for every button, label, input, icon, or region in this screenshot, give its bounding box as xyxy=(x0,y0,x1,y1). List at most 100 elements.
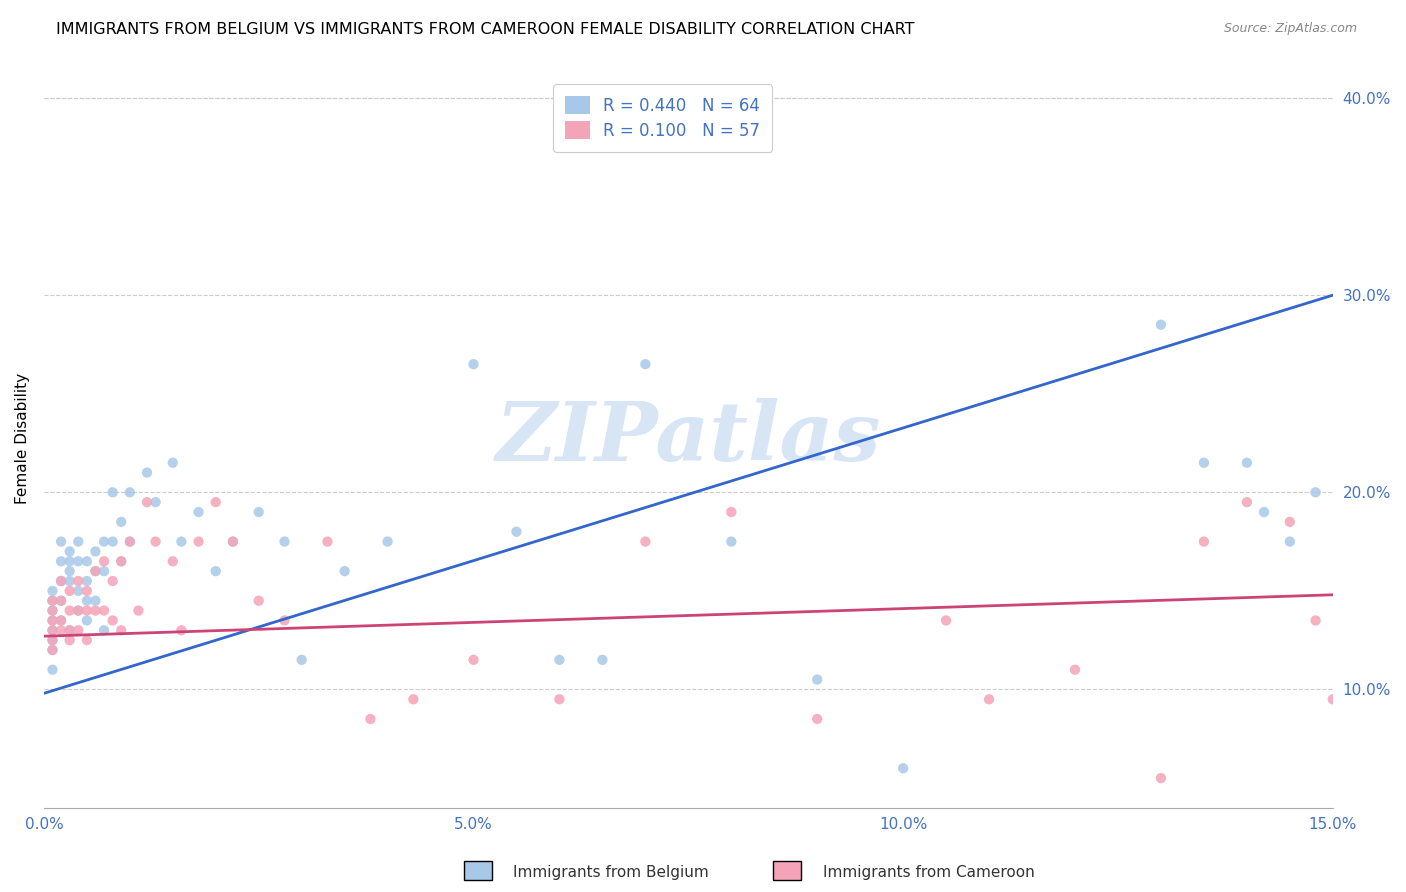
Point xyxy=(67,554,90,568)
Point xyxy=(59,624,82,638)
Point xyxy=(162,554,184,568)
Point xyxy=(273,534,295,549)
Point xyxy=(187,505,209,519)
Point xyxy=(49,614,72,628)
Point xyxy=(1150,771,1173,785)
Point xyxy=(93,554,115,568)
Point xyxy=(145,534,167,549)
Point xyxy=(101,534,124,549)
Point xyxy=(1236,456,1258,470)
Point xyxy=(222,534,245,549)
Point xyxy=(41,603,63,617)
Point xyxy=(505,524,527,539)
Point xyxy=(101,485,124,500)
Point xyxy=(49,593,72,607)
Point xyxy=(806,673,828,687)
Point xyxy=(720,534,742,549)
Point xyxy=(1278,534,1301,549)
Point xyxy=(76,554,98,568)
Point xyxy=(402,692,425,706)
Point xyxy=(110,515,132,529)
Point xyxy=(136,466,159,480)
Point xyxy=(273,614,295,628)
Point xyxy=(1278,515,1301,529)
Point xyxy=(84,603,107,617)
Point xyxy=(145,495,167,509)
Point xyxy=(59,564,82,578)
Point xyxy=(41,633,63,648)
Text: ZIPatlas: ZIPatlas xyxy=(495,398,882,478)
Point xyxy=(204,564,226,578)
Point xyxy=(41,643,63,657)
Point xyxy=(49,614,72,628)
Point xyxy=(67,534,90,549)
Text: Source: ZipAtlas.com: Source: ZipAtlas.com xyxy=(1223,22,1357,36)
Point xyxy=(41,624,63,638)
Point xyxy=(110,554,132,568)
Point xyxy=(1322,692,1344,706)
Point xyxy=(891,761,914,775)
Point xyxy=(59,554,82,568)
Point xyxy=(84,564,107,578)
Point xyxy=(67,603,90,617)
Point xyxy=(41,603,63,617)
Point xyxy=(59,603,82,617)
Point xyxy=(76,593,98,607)
Point xyxy=(1064,663,1087,677)
Point xyxy=(634,357,657,371)
Point xyxy=(41,593,63,607)
Point xyxy=(591,653,613,667)
Point xyxy=(187,534,209,549)
Y-axis label: Female Disability: Female Disability xyxy=(15,373,30,504)
Point xyxy=(463,653,485,667)
Point xyxy=(67,624,90,638)
Point xyxy=(162,456,184,470)
Text: Immigrants from Belgium: Immigrants from Belgium xyxy=(513,865,709,880)
Point xyxy=(170,624,193,638)
Point xyxy=(806,712,828,726)
Point xyxy=(463,357,485,371)
Point xyxy=(377,534,399,549)
Point xyxy=(720,505,742,519)
Point xyxy=(67,583,90,598)
Text: IMMIGRANTS FROM BELGIUM VS IMMIGRANTS FROM CAMEROON FEMALE DISABILITY CORRELATIO: IMMIGRANTS FROM BELGIUM VS IMMIGRANTS FR… xyxy=(56,22,915,37)
Point xyxy=(93,603,115,617)
Point xyxy=(49,624,72,638)
Point xyxy=(170,534,193,549)
Point xyxy=(76,603,98,617)
Point xyxy=(41,624,63,638)
Point xyxy=(93,534,115,549)
Point xyxy=(935,614,957,628)
Point xyxy=(1150,318,1173,332)
Point xyxy=(1305,485,1327,500)
Point xyxy=(127,603,149,617)
Point xyxy=(49,574,72,588)
Point xyxy=(1305,614,1327,628)
Point xyxy=(204,495,226,509)
Point xyxy=(634,534,657,549)
Point xyxy=(76,633,98,648)
Point xyxy=(41,633,63,648)
Point xyxy=(49,593,72,607)
Point xyxy=(59,574,82,588)
Point xyxy=(41,614,63,628)
Point xyxy=(548,692,571,706)
Point xyxy=(59,624,82,638)
Point xyxy=(316,534,339,549)
Point xyxy=(136,495,159,509)
Point xyxy=(118,485,141,500)
Point xyxy=(84,564,107,578)
Point xyxy=(67,574,90,588)
Point xyxy=(247,505,270,519)
Point xyxy=(93,564,115,578)
Point xyxy=(1236,495,1258,509)
Point xyxy=(41,643,63,657)
Point xyxy=(110,554,132,568)
Point xyxy=(84,544,107,558)
Point xyxy=(41,583,63,598)
Point xyxy=(59,544,82,558)
Legend: R = 0.440   N = 64, R = 0.100   N = 57: R = 0.440 N = 64, R = 0.100 N = 57 xyxy=(553,84,772,152)
Point xyxy=(41,614,63,628)
Point xyxy=(93,624,115,638)
Point xyxy=(333,564,356,578)
